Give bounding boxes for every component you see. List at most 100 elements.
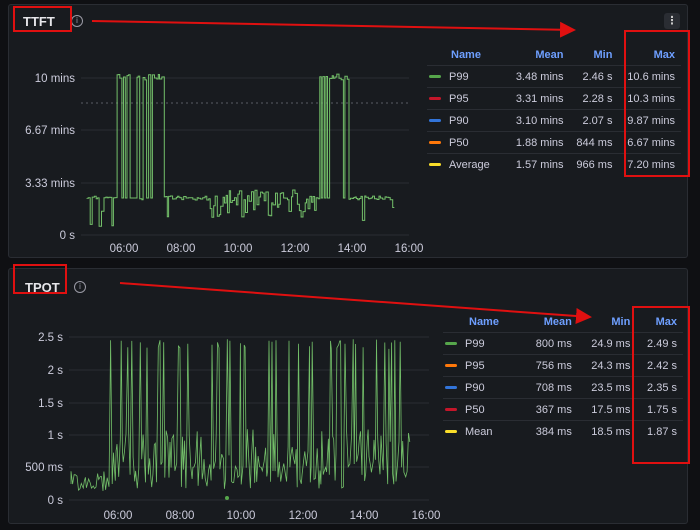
y-tick-label: 0 s: [48, 495, 64, 507]
y-tick-label: 2.5 s: [38, 332, 63, 344]
legend-header-min[interactable]: Min: [611, 316, 631, 328]
legend-row-p99[interactable]: P99 800 ms 24.9 ms 2.49 s: [443, 332, 683, 355]
legend-mean-value: 3.10 mins: [507, 109, 570, 132]
legend-min-value: 24.3 ms: [577, 354, 637, 377]
x-axis: 06:00 08:00 10:00 12:00 14:00 16:00: [104, 510, 441, 522]
legend-max-value: 7.20 mins: [618, 153, 681, 175]
legend-header-name[interactable]: Name: [451, 49, 481, 61]
legend-row-mean[interactable]: Mean 384 ms 18.5 ms 1.87 s: [443, 420, 683, 442]
legend-row-p90[interactable]: P90 708 ms 23.5 ms 2.35 s: [443, 376, 683, 399]
y-tick-label: 1.5 s: [38, 398, 63, 410]
annotation-box-tpot-max: [632, 306, 690, 464]
legend-row-p50[interactable]: P50 367 ms 17.5 ms 1.75 s: [443, 398, 683, 421]
tpot-panel: TPOT i 2.5 s 2 s 1.5 s 1 s 500 ms 0 s 06…: [8, 268, 688, 524]
x-tick-label: 08:00: [167, 243, 196, 255]
legend-max-value: 9.87 mins: [618, 109, 681, 132]
y-tick-label: 0 s: [60, 230, 76, 242]
ttft-panel: TTFT i ⋮ 10 mins 6.67 mins 3.33 mins 0 s…: [8, 4, 688, 258]
legend-series-name: P50: [449, 136, 469, 149]
legend-header-min[interactable]: Min: [593, 49, 613, 61]
tpot-timeseries-chart[interactable]: 2.5 s 2 s 1.5 s 1 s 500 ms 0 s 06:00 08:…: [9, 269, 689, 525]
legend-min-value: 844 ms: [569, 131, 619, 154]
series-color-swatch: [429, 119, 441, 123]
legend-min-value: 17.5 ms: [577, 398, 637, 421]
y-tick-label: 3.33 mins: [25, 178, 75, 190]
x-tick-label: 14:00: [338, 243, 367, 255]
legend-row-p50[interactable]: P50 1.88 mins 844 ms 6.67 mins: [427, 131, 681, 154]
y-tick-label: 10 mins: [35, 73, 76, 85]
legend-mean-value: 800 ms: [523, 332, 578, 355]
y-tick-label: 6.67 mins: [25, 125, 75, 137]
legend-max-value: 2.49 s: [636, 332, 683, 355]
legend-row-p95[interactable]: P95 3.31 mins 2.28 s 10.3 mins: [427, 87, 681, 110]
legend-max-value: 6.67 mins: [618, 131, 681, 154]
legend-mean-value: 1.88 mins: [507, 131, 570, 154]
data-point: [225, 496, 229, 500]
x-tick-label: 16:00: [395, 243, 424, 255]
legend-row-p95[interactable]: P95 756 ms 24.3 ms 2.42 s: [443, 354, 683, 377]
series-color-swatch: [429, 163, 441, 167]
legend-min-value: 24.9 ms: [577, 332, 637, 355]
legend-header-name[interactable]: Name: [469, 316, 499, 328]
legend-header-max[interactable]: Max: [655, 316, 677, 328]
legend-max-value: 1.75 s: [636, 398, 683, 421]
p99-series-line: [86, 73, 395, 227]
y-tick-label: 500 ms: [25, 462, 63, 474]
legend-min-value: 2.07 s: [569, 109, 619, 132]
panel-title[interactable]: TPOT: [25, 280, 60, 295]
legend-min-value: 18.5 ms: [577, 420, 637, 442]
legend-min-value: 2.28 s: [569, 87, 619, 110]
legend-mean-value: 3.48 mins: [507, 65, 570, 88]
x-tick-label: 12:00: [289, 510, 318, 522]
ttft-timeseries-chart[interactable]: 10 mins 6.67 mins 3.33 mins 0 s 06:00 08…: [9, 5, 689, 259]
series-color-swatch: [445, 386, 457, 390]
legend-max-value: 1.87 s: [636, 420, 683, 442]
annotation-box-tpot-title: [13, 264, 67, 294]
p99-series-line: [70, 339, 411, 491]
annotation-box-ttft-max: [624, 30, 690, 177]
legend-table: Name Mean Min Max P99 800 ms 24.9 ms 2.4…: [443, 312, 683, 442]
legend-row-average[interactable]: Average 1.57 mins 966 ms 7.20 mins: [427, 153, 681, 175]
x-tick-label: 08:00: [166, 510, 195, 522]
legend-series-name: Average: [449, 158, 490, 171]
x-tick-label: 10:00: [227, 510, 256, 522]
x-tick-label: 06:00: [104, 510, 133, 522]
grid: [81, 77, 409, 236]
panel-title[interactable]: TTFT: [23, 14, 55, 29]
legend-series-name: P90: [449, 114, 469, 127]
series-trace: [86, 73, 395, 227]
legend-header-max[interactable]: Max: [653, 49, 675, 61]
y-axis: 10 mins 6.67 mins 3.33 mins 0 s: [25, 73, 75, 242]
kebab-menu-icon[interactable]: ⋮: [664, 13, 680, 29]
series-color-swatch: [429, 141, 441, 145]
legend-header-mean[interactable]: Mean: [535, 49, 564, 61]
legend-mean-value: 3.31 mins: [507, 87, 570, 110]
legend-series-name: P50: [465, 403, 485, 416]
series-color-swatch: [445, 364, 457, 368]
x-tick-label: 14:00: [350, 510, 379, 522]
x-tick-label: 16:00: [412, 510, 441, 522]
y-tick-label: 1 s: [48, 430, 64, 442]
x-axis: 06:00 08:00 10:00 12:00 14:00 16:00: [110, 243, 424, 255]
legend-row-p90[interactable]: P90 3.10 mins 2.07 s 9.87 mins: [427, 109, 681, 132]
x-tick-label: 06:00: [110, 243, 139, 255]
series-color-swatch: [429, 97, 441, 101]
info-circle-icon[interactable]: i: [74, 281, 86, 293]
legend-min-value: 966 ms: [569, 153, 619, 175]
legend-mean-value: 708 ms: [523, 376, 578, 399]
legend-max-value: 10.6 mins: [618, 65, 681, 88]
legend-series-name: Mean: [465, 425, 493, 438]
x-tick-label: 10:00: [224, 243, 253, 255]
series-color-swatch: [445, 408, 457, 412]
legend-table: Name Mean Min Max P99 3.48 mins 2.46 s 1…: [427, 45, 681, 175]
legend-header-mean[interactable]: Mean: [543, 316, 572, 328]
annotation-arrow: [119, 282, 592, 324]
legend-row-p99[interactable]: P99 3.48 mins 2.46 s 10.6 mins: [427, 65, 681, 88]
x-tick-label: 12:00: [281, 243, 310, 255]
legend-max-value: 10.3 mins: [618, 87, 681, 110]
legend-series-name: P99: [449, 70, 469, 83]
series-color-swatch: [445, 430, 457, 434]
legend-max-value: 2.42 s: [636, 354, 683, 377]
legend-series-name: P95: [465, 359, 485, 372]
